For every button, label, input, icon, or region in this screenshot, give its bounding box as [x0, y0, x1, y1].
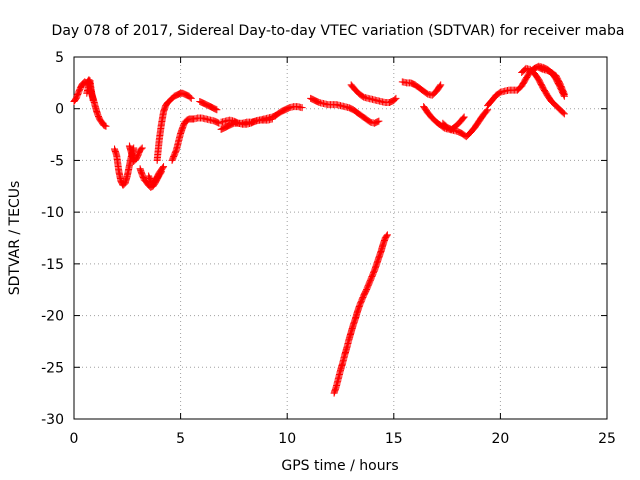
chart-title: Day 078 of 2017, Sidereal Day-to-day VTE… — [52, 23, 625, 39]
data-point — [268, 115, 276, 123]
data-point — [391, 95, 399, 103]
data-point — [459, 114, 467, 122]
data-point — [560, 110, 568, 118]
data-series — [398, 78, 445, 99]
x-tick-label: 0 — [70, 431, 79, 447]
x-tick-label: 10 — [278, 431, 296, 447]
y-tick-label: -25 — [41, 360, 64, 376]
data-series — [145, 163, 168, 187]
data-series — [518, 64, 568, 118]
data-series — [189, 114, 223, 127]
y-tick-label: 5 — [55, 50, 64, 66]
data-point — [298, 104, 306, 112]
data-point — [101, 122, 109, 130]
data-point — [392, 94, 400, 102]
x-tick-labels: 0 5 10 15 20 25 — [70, 431, 616, 447]
data-series — [535, 63, 568, 98]
data-series — [83, 77, 97, 104]
x-tick-label: 5 — [176, 431, 185, 447]
x-axis-label: GPS time / hours — [281, 458, 398, 474]
data-point — [374, 118, 382, 126]
data-point — [436, 82, 444, 90]
y-tick-label: -5 — [50, 153, 64, 169]
y-axis-label: SDTVAR / TECUs — [7, 181, 23, 296]
x-tick-label: 20 — [491, 431, 509, 447]
data-point — [375, 117, 383, 125]
data-point — [212, 105, 220, 113]
data-point — [137, 145, 145, 153]
data-point — [460, 113, 468, 121]
data-point — [437, 81, 445, 89]
data-series — [347, 81, 400, 107]
data-point — [102, 122, 110, 130]
data-point — [138, 144, 146, 152]
data-point — [160, 163, 168, 171]
data-points — [70, 62, 568, 397]
axis-ticks — [73, 56, 608, 420]
plot-frame — [73, 56, 608, 420]
data-series — [217, 115, 276, 128]
y-tick-label: -10 — [41, 205, 64, 221]
data-series — [125, 142, 146, 165]
x-tick-label: 25 — [598, 431, 616, 447]
data-series — [439, 113, 468, 133]
data-point — [559, 109, 567, 117]
y-tick-label: -20 — [41, 309, 64, 325]
data-point — [214, 119, 222, 127]
data-point — [187, 94, 195, 102]
y-tick-label: 0 — [55, 102, 64, 118]
data-point — [159, 164, 167, 172]
data-point — [213, 106, 221, 114]
data-series — [330, 231, 391, 397]
x-tick-label: 15 — [385, 431, 403, 447]
data-series — [153, 89, 195, 164]
data-point — [560, 90, 568, 98]
y-tick-labels: 5 0 -5 -10 -15 -20 -25 -30 — [41, 50, 64, 428]
y-tick-label: -15 — [41, 257, 64, 273]
grid — [74, 57, 607, 419]
data-series — [168, 115, 197, 164]
data-point — [560, 89, 568, 97]
data-point — [383, 231, 391, 239]
data-series — [307, 94, 383, 127]
y-tick-label: -30 — [41, 412, 64, 428]
data-series — [196, 97, 221, 114]
data-point — [186, 93, 194, 101]
data-point — [89, 96, 97, 104]
data-point — [483, 107, 491, 115]
data-point — [383, 232, 391, 240]
